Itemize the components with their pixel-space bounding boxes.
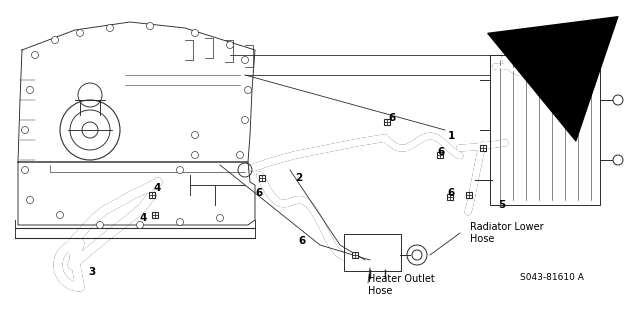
Text: 1: 1: [448, 131, 455, 141]
Bar: [447, 194, 453, 200]
Circle shape: [216, 214, 223, 221]
Text: FR.: FR.: [566, 23, 588, 35]
Circle shape: [97, 221, 104, 228]
Text: 6: 6: [255, 188, 262, 198]
Bar: [352, 252, 358, 258]
Bar: [259, 175, 265, 181]
Text: 6: 6: [388, 113, 396, 123]
Circle shape: [22, 127, 29, 133]
Circle shape: [177, 167, 184, 174]
Circle shape: [244, 86, 252, 93]
Text: 3: 3: [88, 267, 95, 277]
Text: S043-81610 A: S043-81610 A: [520, 273, 584, 283]
Circle shape: [147, 23, 154, 29]
Circle shape: [56, 211, 63, 219]
Text: 4: 4: [140, 213, 147, 223]
Text: 2: 2: [295, 173, 302, 183]
Circle shape: [191, 29, 198, 36]
FancyBboxPatch shape: [344, 234, 401, 271]
Text: 6: 6: [298, 236, 305, 246]
Text: Heater Outlet
Hose: Heater Outlet Hose: [368, 274, 435, 296]
Circle shape: [241, 116, 248, 123]
Bar: [152, 212, 158, 218]
Circle shape: [77, 29, 83, 36]
Circle shape: [51, 36, 58, 43]
Bar: [466, 192, 472, 198]
Circle shape: [22, 167, 29, 174]
Circle shape: [26, 86, 33, 93]
Circle shape: [613, 95, 623, 105]
Circle shape: [31, 51, 38, 58]
Circle shape: [241, 56, 248, 63]
Text: 6: 6: [447, 188, 454, 198]
Circle shape: [191, 152, 198, 159]
Circle shape: [237, 152, 243, 159]
Text: 4: 4: [153, 183, 161, 193]
Bar: [437, 152, 443, 158]
Circle shape: [106, 25, 113, 32]
Bar: [480, 145, 486, 151]
Circle shape: [412, 250, 422, 260]
Bar: [384, 119, 390, 125]
Circle shape: [136, 221, 143, 228]
Circle shape: [227, 41, 234, 48]
Text: Radiator Lower
Hose: Radiator Lower Hose: [470, 222, 543, 244]
Bar: [149, 192, 155, 198]
Text: 6: 6: [437, 147, 444, 157]
Circle shape: [177, 219, 184, 226]
Circle shape: [26, 197, 33, 204]
Circle shape: [407, 245, 427, 265]
Circle shape: [191, 131, 198, 138]
Text: 5: 5: [498, 200, 505, 210]
Circle shape: [613, 155, 623, 165]
